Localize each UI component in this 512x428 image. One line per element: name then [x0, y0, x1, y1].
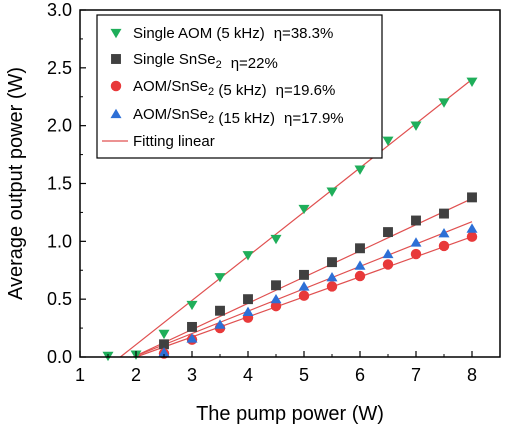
y-tick-label: 3.0	[47, 0, 72, 20]
data-point	[270, 300, 282, 312]
data-point	[215, 305, 225, 316]
data-point	[270, 234, 282, 245]
data-point	[410, 237, 422, 247]
data-point	[466, 77, 478, 87]
data-point	[158, 347, 170, 357]
x-tick-label: 3	[187, 365, 197, 385]
data-point	[298, 204, 310, 215]
data-point	[214, 319, 226, 329]
y-tick-label: 2.5	[47, 58, 72, 78]
y-tick-label: 0.0	[47, 347, 72, 367]
data-point	[326, 271, 338, 282]
data-point	[354, 260, 366, 270]
data-point	[271, 280, 281, 291]
legend-label-4: AOM/SnSe2 (15 kHz) η=17.9%	[133, 106, 344, 127]
data-point	[186, 300, 198, 311]
legend-box	[96, 14, 383, 159]
data-point	[382, 259, 394, 270]
x-tick-label: 6	[355, 365, 365, 385]
legend-label-2: Single SnSe2 η=22%	[133, 51, 278, 72]
data-point	[214, 273, 226, 283]
legend: Single AOM (5 kHz) η=38.3% Single SnSe2 η=2…	[96, 14, 383, 159]
data-point	[242, 306, 254, 317]
legend-label-3: AOM/SnSe2 (5 kHz) η=19.6%	[133, 78, 335, 99]
data-point	[298, 281, 310, 291]
data-point	[243, 294, 253, 305]
y-axis: 0.0 0.5 1.0 1.5 2.0 2.5 3.0	[47, 0, 86, 367]
data-point	[326, 187, 338, 197]
data-point	[159, 339, 169, 350]
data-point	[466, 223, 478, 233]
series-3-points	[158, 231, 478, 359]
data-point	[158, 329, 170, 340]
data-point	[382, 136, 394, 146]
x-tick-label: 7	[411, 365, 421, 385]
data-point	[411, 215, 421, 226]
data-point	[354, 165, 366, 175]
legend-marker-4	[110, 108, 122, 119]
data-point	[438, 228, 450, 238]
data-point	[242, 251, 254, 261]
legend-label-fit: Fitting linear	[133, 133, 215, 150]
data-point	[438, 240, 450, 252]
data-point	[439, 208, 449, 219]
data-point	[467, 192, 477, 203]
y-tick-label: 0.5	[47, 289, 72, 309]
data-point	[410, 121, 422, 131]
data-point	[270, 293, 282, 304]
legend-marker-2	[111, 54, 121, 64]
data-point	[354, 270, 366, 282]
series-4-points	[158, 223, 478, 357]
x-axis: 1 2 3 4 5 6 7 8	[75, 351, 477, 385]
data-point	[187, 321, 197, 332]
data-point	[410, 248, 422, 260]
series-2-points	[159, 192, 477, 350]
x-tick-label: 1	[75, 365, 85, 385]
y-axis-label: Average output power (W)	[5, 67, 27, 300]
x-axis-label: The pump power (W)	[196, 403, 384, 425]
data-point	[466, 231, 478, 242]
data-point	[355, 243, 365, 254]
legend-marker-1	[110, 28, 122, 39]
legend-marker-3	[110, 80, 122, 92]
data-point	[438, 98, 450, 108]
x-tick-label: 8	[467, 365, 477, 385]
data-point	[326, 281, 338, 292]
y-tick-label: 1.5	[47, 174, 72, 194]
data-point	[383, 227, 393, 238]
data-point	[186, 333, 198, 343]
x-tick-label: 4	[243, 365, 253, 385]
y-tick-label: 2.0	[47, 116, 72, 136]
data-point	[298, 290, 310, 301]
x-tick-label: 5	[299, 365, 309, 385]
x-tick-label: 2	[131, 365, 141, 385]
data-point	[382, 248, 394, 259]
y-tick-label: 1.0	[47, 231, 72, 251]
data-point	[327, 257, 337, 268]
data-point	[299, 269, 309, 280]
legend-label-1: Single AOM (5 kHz) η=38.3%	[133, 25, 333, 42]
